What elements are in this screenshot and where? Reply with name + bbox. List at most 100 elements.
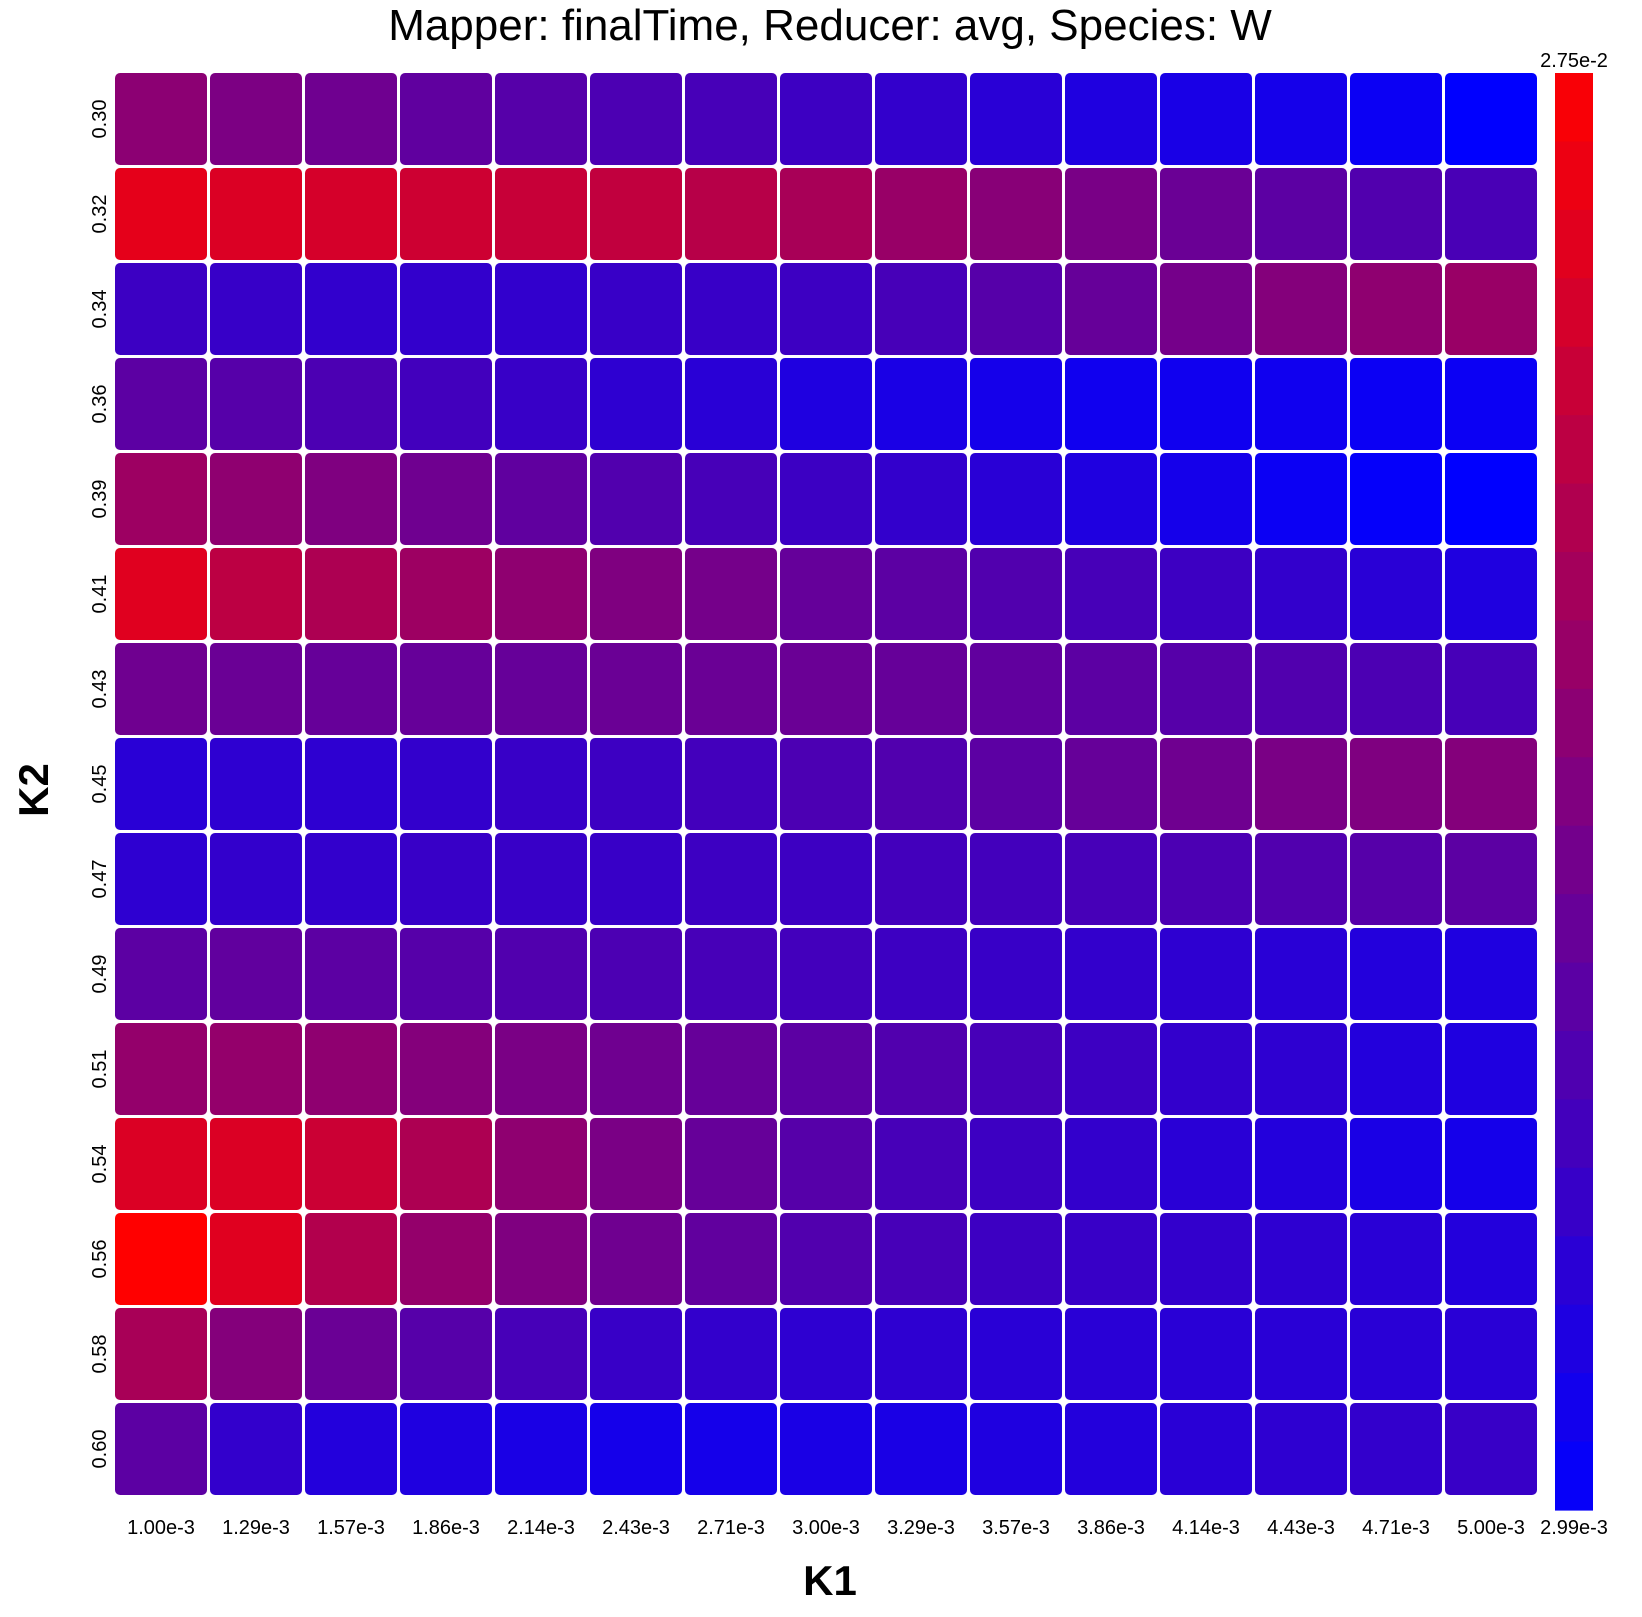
heatmap-cell-r13-c11	[1160, 1308, 1252, 1400]
y-tick-label: 0.49	[89, 955, 111, 994]
x-tick-label: 4.43e-3	[1267, 1517, 1335, 1539]
heatmap-cell-r8-c8	[875, 833, 967, 925]
heatmap-cell-r0-c2	[305, 73, 397, 165]
heatmap-cell-r1-c9	[970, 168, 1062, 260]
heatmap-cell-r1-c2	[305, 168, 397, 260]
heatmap-cell-r12-c14	[1445, 1213, 1537, 1305]
heatmap-cell-r0-c7	[780, 73, 872, 165]
heatmap-cell-r13-c13	[1350, 1308, 1442, 1400]
heatmap-cell-r8-c0	[115, 833, 207, 925]
heatmap-cell-r9-c3	[400, 928, 492, 1020]
heatmap-cell-r10-c12	[1255, 1023, 1347, 1115]
heatmap-cell-r3-c3	[400, 358, 492, 450]
heatmap-cell-r4-c2	[305, 453, 397, 545]
y-tick-labels: 0.30 0.32 0.34 0.36 0.39 0.41 0.43 0.45 0.47 0.49…	[89, 100, 111, 1469]
heatmap-cell-r8-c5	[590, 833, 682, 925]
heatmap-cell-r6-c6	[685, 643, 777, 735]
heatmap-cell-r3-c5	[590, 358, 682, 450]
heatmap-cell-r14-c3	[400, 1403, 492, 1495]
heatmap-cell-r12-c3	[400, 1213, 492, 1305]
heatmap-cell-r5-c10	[1065, 548, 1157, 640]
heatmap-cell-r13-c6	[685, 1308, 777, 1400]
heatmap-cell-r11-c6	[685, 1118, 777, 1210]
heatmap-cell-r7-c4	[495, 738, 587, 830]
colorbar-min-label: 2.99e-3	[1540, 1517, 1608, 1539]
heatmap-cell-r1-c0	[115, 168, 207, 260]
y-axis-title: K2	[10, 763, 57, 817]
heatmap-cell-r5-c6	[685, 548, 777, 640]
heatmap-cell-r4-c7	[780, 453, 872, 545]
heatmap-cell-r11-c13	[1350, 1118, 1442, 1210]
heatmap-cell-r10-c2	[305, 1023, 397, 1115]
heatmap-cell-r14-c12	[1255, 1403, 1347, 1495]
heatmap-cell-r9-c6	[685, 928, 777, 1020]
heatmap-cell-r1-c3	[400, 168, 492, 260]
heatmap-cell-r11-c8	[875, 1118, 967, 1210]
heatmap-cell-r8-c2	[305, 833, 397, 925]
colorbar-max-label: 2.75e-2	[1540, 50, 1608, 72]
heatmap-cells	[115, 73, 1537, 1495]
heatmap-cell-r8-c3	[400, 833, 492, 925]
heatmap-cell-r7-c11	[1160, 738, 1252, 830]
heatmap-cell-r14-c10	[1065, 1403, 1157, 1495]
colorbar-segment	[1555, 278, 1593, 348]
heatmap-cell-r7-c7	[780, 738, 872, 830]
heatmap-cell-r14-c9	[970, 1403, 1062, 1495]
heatmap-cell-r8-c7	[780, 833, 872, 925]
x-tick-label: 3.29e-3	[887, 1517, 955, 1539]
heatmap-cell-r6-c12	[1255, 643, 1347, 735]
colorbar-segment	[1555, 620, 1593, 690]
heatmap-cell-r6-c11	[1160, 643, 1252, 735]
heatmap-cell-r0-c4	[495, 73, 587, 165]
heatmap-cell-r1-c11	[1160, 168, 1252, 260]
x-tick-labels: 1.00e-3 1.29e-3 1.57e-3 1.86e-3 2.14e-3 2.43e…	[127, 1517, 1525, 1539]
heatmap-cell-r6-c0	[115, 643, 207, 735]
heatmap-cell-r3-c8	[875, 358, 967, 450]
heatmap-cell-r9-c14	[1445, 928, 1537, 1020]
heatmap-cell-r10-c3	[400, 1023, 492, 1115]
colorbar-segment	[1555, 1167, 1593, 1237]
heatmap-cell-r0-c5	[590, 73, 682, 165]
heatmap-cell-r14-c11	[1160, 1403, 1252, 1495]
heatmap-cell-r1-c4	[495, 168, 587, 260]
heatmap-cell-r12-c11	[1160, 1213, 1252, 1305]
heatmap-cell-r0-c6	[685, 73, 777, 165]
heatmap-cell-r3-c13	[1350, 358, 1442, 450]
heatmap-cell-r14-c14	[1445, 1403, 1537, 1495]
y-tick-label: 0.32	[89, 195, 111, 234]
heatmap-cell-r14-c2	[305, 1403, 397, 1495]
heatmap-cell-r8-c13	[1350, 833, 1442, 925]
x-tick-label: 5.00e-3	[1457, 1517, 1525, 1539]
x-tick-label: 4.71e-3	[1362, 1517, 1430, 1539]
heatmap-cell-r2-c4	[495, 263, 587, 355]
heatmap-cell-r4-c10	[1065, 453, 1157, 545]
heatmap-cell-r14-c7	[780, 1403, 872, 1495]
x-tick-label: 1.86e-3	[412, 1517, 480, 1539]
heatmap-cell-r10-c10	[1065, 1023, 1157, 1115]
heatmap-cell-r11-c1	[210, 1118, 302, 1210]
heatmap-cell-r7-c3	[400, 738, 492, 830]
colorbar-segment	[1555, 1099, 1593, 1169]
heatmap-cell-r8-c11	[1160, 833, 1252, 925]
heatmap-cell-r2-c8	[875, 263, 967, 355]
heatmap-cell-r1-c14	[1445, 168, 1537, 260]
heatmap-cell-r7-c6	[685, 738, 777, 830]
heatmap-cell-r10-c1	[210, 1023, 302, 1115]
heatmap-cell-r5-c13	[1350, 548, 1442, 640]
heatmap-cell-r2-c14	[1445, 263, 1537, 355]
heatmap-cell-r0-c0	[115, 73, 207, 165]
heatmap-cell-r7-c12	[1255, 738, 1347, 830]
colorbar-segment	[1555, 1304, 1593, 1374]
heatmap-cell-r7-c10	[1065, 738, 1157, 830]
heatmap-cell-r12-c9	[970, 1213, 1062, 1305]
heatmap-cell-r7-c1	[210, 738, 302, 830]
heatmap-cell-r3-c10	[1065, 358, 1157, 450]
y-tick-label: 0.39	[89, 480, 111, 519]
heatmap-cell-r11-c3	[400, 1118, 492, 1210]
heatmap-cell-r8-c1	[210, 833, 302, 925]
heatmap-cell-r4-c6	[685, 453, 777, 545]
heatmap-cell-r13-c1	[210, 1308, 302, 1400]
heatmap-cell-r12-c0	[115, 1213, 207, 1305]
heatmap-cell-r11-c11	[1160, 1118, 1252, 1210]
